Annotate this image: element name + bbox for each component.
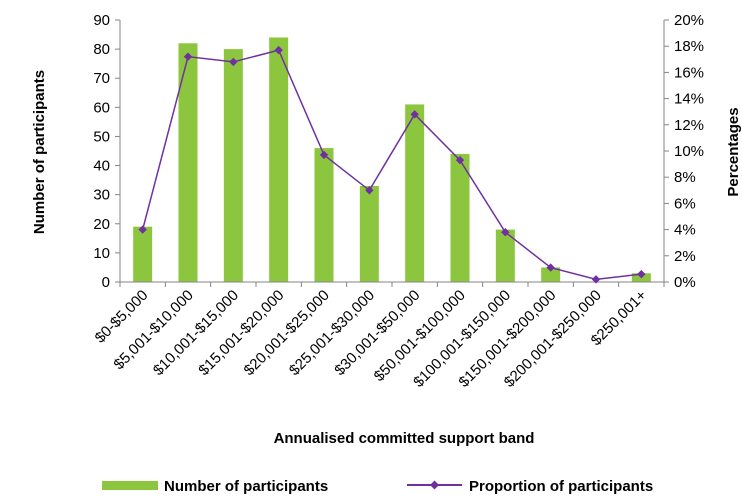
line-point bbox=[455, 155, 465, 165]
y-tick-label: 30 bbox=[93, 187, 110, 204]
bar bbox=[314, 148, 334, 282]
line-series bbox=[138, 45, 646, 284]
y2-tick-label: 6% bbox=[674, 195, 696, 212]
y-tick-label: 70 bbox=[93, 70, 110, 87]
line-point bbox=[319, 150, 329, 160]
line-point bbox=[637, 269, 646, 279]
y-axis-title: Number of participants bbox=[31, 70, 48, 234]
y2-tick-label: 12% bbox=[674, 117, 704, 134]
y-tick-label: 50 bbox=[93, 128, 110, 145]
bar bbox=[223, 49, 243, 282]
y-tick-label: 90 bbox=[93, 12, 110, 29]
line-point bbox=[501, 228, 510, 237]
x-axis-title: Annualised committed support band bbox=[274, 430, 535, 447]
y2-tick-label: 8% bbox=[674, 169, 696, 186]
line-point bbox=[591, 275, 601, 284]
legend-label-line: Proportion of participants bbox=[469, 478, 653, 495]
bar bbox=[359, 185, 379, 282]
bar bbox=[541, 267, 561, 282]
y-tick-label: 20 bbox=[93, 216, 110, 233]
line-point bbox=[183, 52, 193, 61]
legend-swatch-bar bbox=[102, 481, 158, 490]
line-point bbox=[365, 186, 374, 195]
line-point bbox=[546, 263, 555, 272]
y2-axis-title: Percentages bbox=[725, 107, 742, 196]
y2-tick-label: 10% bbox=[674, 143, 704, 160]
x-axis-ticks: $0-$5,000$5,001-$10,000$10,001-$15,000$1… bbox=[92, 287, 651, 391]
line-point bbox=[138, 225, 147, 234]
bar bbox=[495, 229, 515, 282]
bar bbox=[269, 37, 289, 282]
y2-tick-label: 20% bbox=[674, 12, 704, 29]
bar-series bbox=[133, 37, 651, 283]
bar bbox=[405, 104, 425, 282]
y2-tick-label: 14% bbox=[674, 91, 704, 108]
y-tick-label: 60 bbox=[93, 99, 110, 116]
y2-tick-label: 4% bbox=[674, 222, 696, 239]
line-point bbox=[274, 45, 283, 55]
x-tick-label: $5,001-$10,000 bbox=[110, 287, 196, 373]
bar bbox=[178, 43, 198, 283]
y-tick-label: 40 bbox=[93, 158, 110, 175]
y2-tick-label: 16% bbox=[674, 64, 704, 81]
legend: Number of participants Proportion of par… bbox=[102, 478, 653, 495]
y2-tick-label: 2% bbox=[674, 248, 696, 265]
line-point bbox=[229, 57, 238, 67]
bar bbox=[450, 153, 470, 282]
y-tick-label: 10 bbox=[93, 245, 110, 262]
line-point bbox=[410, 110, 419, 119]
left-axis-ticks: 0 10 20 30 40 50 60 70 80 90 bbox=[93, 12, 110, 291]
series-line bbox=[141, 49, 642, 281]
y2-tick-label: 0% bbox=[674, 274, 696, 291]
y-tick-label: 80 bbox=[93, 41, 110, 58]
y-tick-label: 0 bbox=[102, 274, 110, 291]
legend-label-bar: Number of participants bbox=[164, 478, 328, 495]
y2-tick-label: 18% bbox=[674, 38, 704, 55]
right-axis-ticks: 0% 2% 4% 6% 8% 10% 12% 14% 16% 18% 20% bbox=[674, 12, 704, 291]
legend-swatch-marker bbox=[430, 480, 439, 490]
bar bbox=[133, 226, 153, 282]
axes bbox=[115, 19, 669, 287]
